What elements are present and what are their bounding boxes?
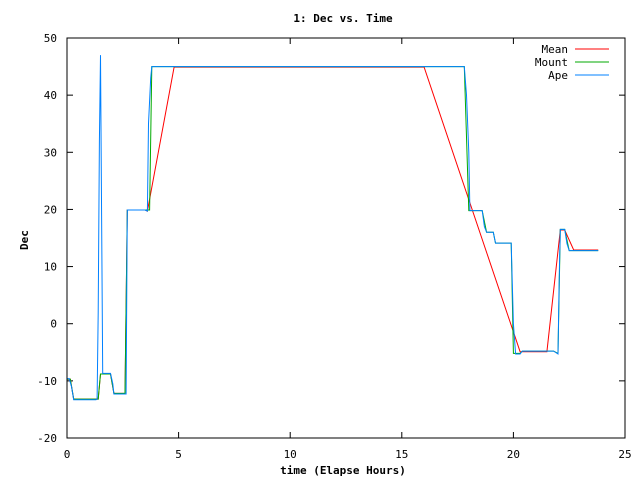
x-tick-label: 20: [507, 448, 520, 461]
legend-label-ape: Ape: [548, 69, 568, 82]
plot-frame: [66, 37, 626, 439]
x-tick-label: 5: [175, 448, 182, 461]
y-tick-label: 0: [50, 318, 57, 331]
x-tick-label: 25: [618, 448, 631, 461]
x-tick-label: 10: [284, 448, 297, 461]
x-tick-label: 15: [395, 448, 408, 461]
series-line-ape: [67, 55, 599, 401]
y-tick-label: -20: [37, 432, 57, 445]
y-tick-label: 40: [44, 89, 57, 102]
series-line-mount: [67, 66, 599, 400]
series-line-mean: [67, 66, 599, 400]
y-tick-label: -10: [37, 375, 57, 388]
y-tick-label: 10: [44, 261, 57, 274]
y-axis-label: Dec: [18, 230, 31, 250]
y-tick-label: 50: [44, 32, 57, 45]
x-axis-label: time (Elapse Hours): [280, 464, 406, 477]
series-layer: [67, 55, 599, 401]
axes-layer: 0 5 10 15 20 25 -20 -10 0 10 20 30 40 50: [37, 32, 632, 461]
legend-label-mean: Mean: [542, 43, 569, 56]
legend-label-mount: Mount: [535, 56, 568, 69]
x-tick-label: 0: [64, 448, 71, 461]
y-tick-label: 30: [44, 146, 57, 159]
y-tick-label: 20: [44, 203, 57, 216]
chart-title: 1: Dec vs. Time: [293, 12, 393, 25]
